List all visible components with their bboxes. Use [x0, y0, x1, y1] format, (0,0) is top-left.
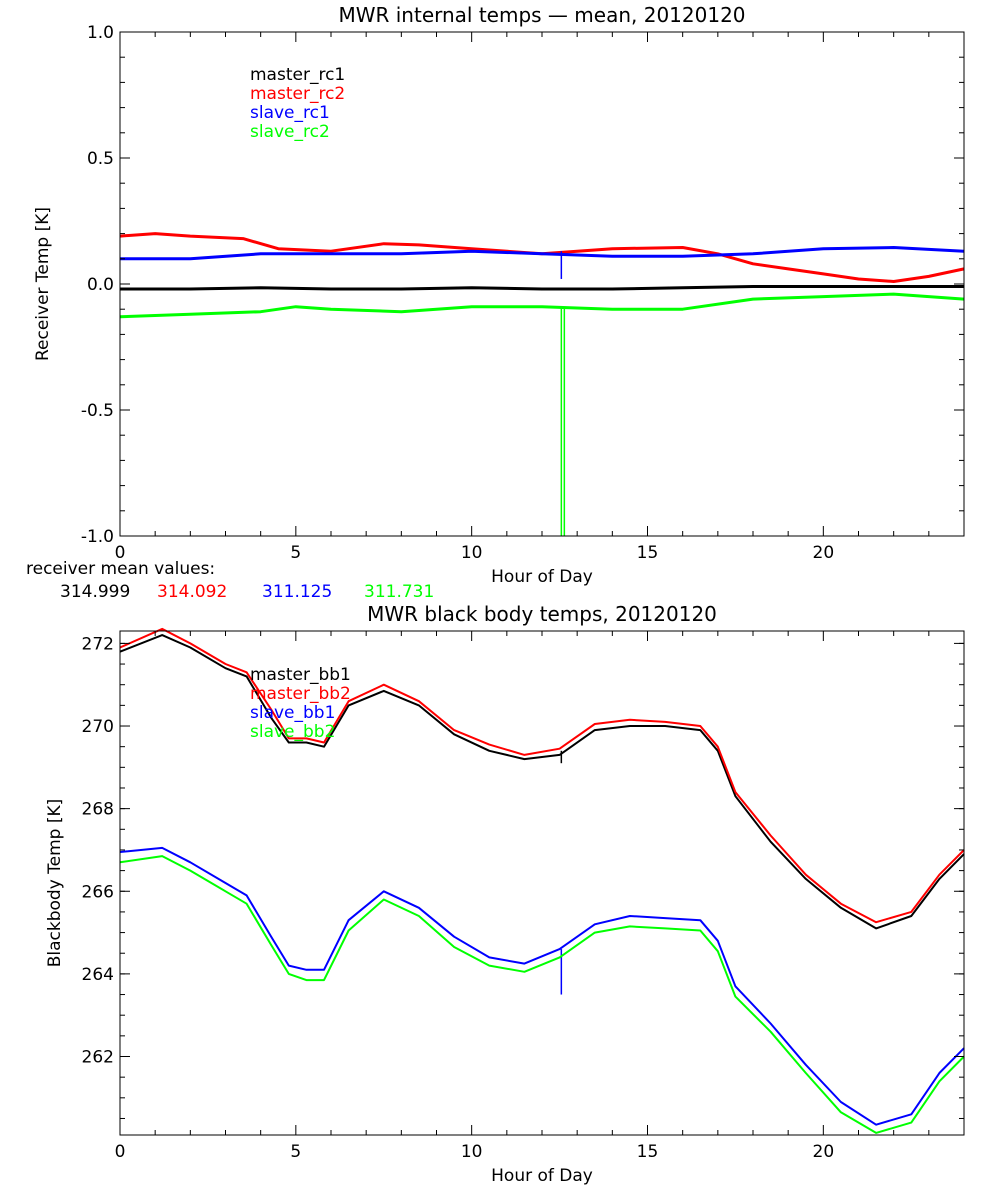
mean-value-slave-rc2: 311.731	[364, 582, 434, 602]
blackbody-y-axis-label: Blackbody Temp [K]	[45, 799, 65, 968]
blackbody-y-tick-label: 268	[82, 800, 114, 820]
blackbody-x-tick-label: 20	[813, 1142, 835, 1162]
receiver-chart-title: MWR internal temps — mean, 20120120	[338, 3, 745, 27]
legend-slave-bb2: slave_bb2	[250, 722, 335, 742]
receiver-y-axis-label: Receiver Temp [K]	[33, 207, 53, 361]
mean-value-master-rc2: 314.092	[157, 582, 227, 602]
blackbody-x-tick-label: 10	[461, 1142, 483, 1162]
blackbody-x-axis-label: Hour of Day	[491, 1166, 593, 1186]
receiver-series-group	[119, 232, 965, 536]
legend-slave-rc2: slave_rc2	[250, 122, 330, 142]
receiver-series-slave-rc1	[120, 246, 965, 261]
blackbody-temp-chart: MWR black body temps, 20120120 0 5 10 15 20 2…	[45, 602, 965, 1186]
blackbody-chart-title: MWR black body temps, 20120120	[367, 602, 717, 626]
mean-values-label: receiver mean values:	[26, 559, 215, 579]
blackbody-x-tick-label: 5	[290, 1142, 301, 1162]
receiver-temp-chart: MWR internal temps — mean, 20120120 0 5 10…	[33, 3, 965, 587]
receiver-legend: master_rc1 master_rc2 slave_rc1 slave_rc…	[250, 65, 345, 142]
receiver-x-tick-label: 0	[115, 543, 126, 563]
receiver-y-tick-label: -0.5	[81, 401, 114, 421]
receiver-x-tick-label: 20	[813, 543, 835, 563]
blackbody-x-tick-label: 15	[637, 1142, 659, 1162]
legend-master-rc1: master_rc1	[250, 65, 345, 85]
blackbody-x-tick-label: 0	[115, 1142, 126, 1162]
legend-master-bb1: master_bb1	[250, 665, 351, 685]
receiver-y-tick-label: 0.0	[87, 275, 114, 295]
receiver-axes: 0 5 10 15 20 -1.0 -0.5 0.0 0.5 1.0	[81, 23, 965, 563]
receiver-x-tick-label: 10	[461, 543, 483, 563]
legend-slave-rc1: slave_rc1	[250, 103, 330, 123]
blackbody-series-master-bb2	[119, 627, 965, 924]
receiver-series-slave-rc2	[119, 292, 965, 319]
blackbody-y-tick-label: 262	[82, 1048, 114, 1068]
receiver-series-master-rc1	[120, 285, 964, 291]
blackbody-y-tick-label: 266	[82, 882, 114, 902]
blackbody-y-tick-label: 272	[82, 634, 114, 654]
legend-master-bb2: master_bb2	[250, 684, 351, 704]
receiver-x-tick-label: 5	[290, 543, 301, 563]
receiver-x-tick-label: 15	[637, 543, 659, 563]
blackbody-y-tick-label: 264	[82, 965, 114, 985]
blackbody-series-slave-bb1	[119, 846, 965, 1126]
receiver-y-tick-label: 0.5	[87, 149, 114, 169]
mean-value-master-rc1: 314.999	[60, 582, 130, 602]
receiver-x-axis-label: Hour of Day	[491, 567, 593, 587]
receiver-plot-frame	[119, 31, 965, 537]
blackbody-axes: 0 5 10 15 20 262 264 266 268 270 272	[82, 631, 965, 1162]
legend-slave-bb1: slave_bb1	[250, 703, 335, 723]
receiver-y-tick-label: 1.0	[87, 23, 114, 43]
mean-value-slave-rc1: 311.125	[262, 582, 332, 602]
blackbody-y-tick-label: 270	[82, 717, 114, 737]
blackbody-plot-frame	[119, 630, 965, 1136]
blackbody-legend: master_bb1 master_bb2 slave_bb1 slave_bb…	[250, 665, 351, 742]
blackbody-series-master-bb1	[119, 634, 965, 930]
receiver-mean-values: receiver mean values: 314.999 314.092 31…	[26, 559, 434, 602]
receiver-series-master-rc2	[119, 232, 965, 283]
legend-master-rc2: master_rc2	[250, 84, 345, 104]
blackbody-series-slave-bb2	[119, 855, 965, 1134]
blackbody-series-group	[119, 627, 965, 1134]
receiver-y-tick-label: -1.0	[81, 527, 114, 547]
